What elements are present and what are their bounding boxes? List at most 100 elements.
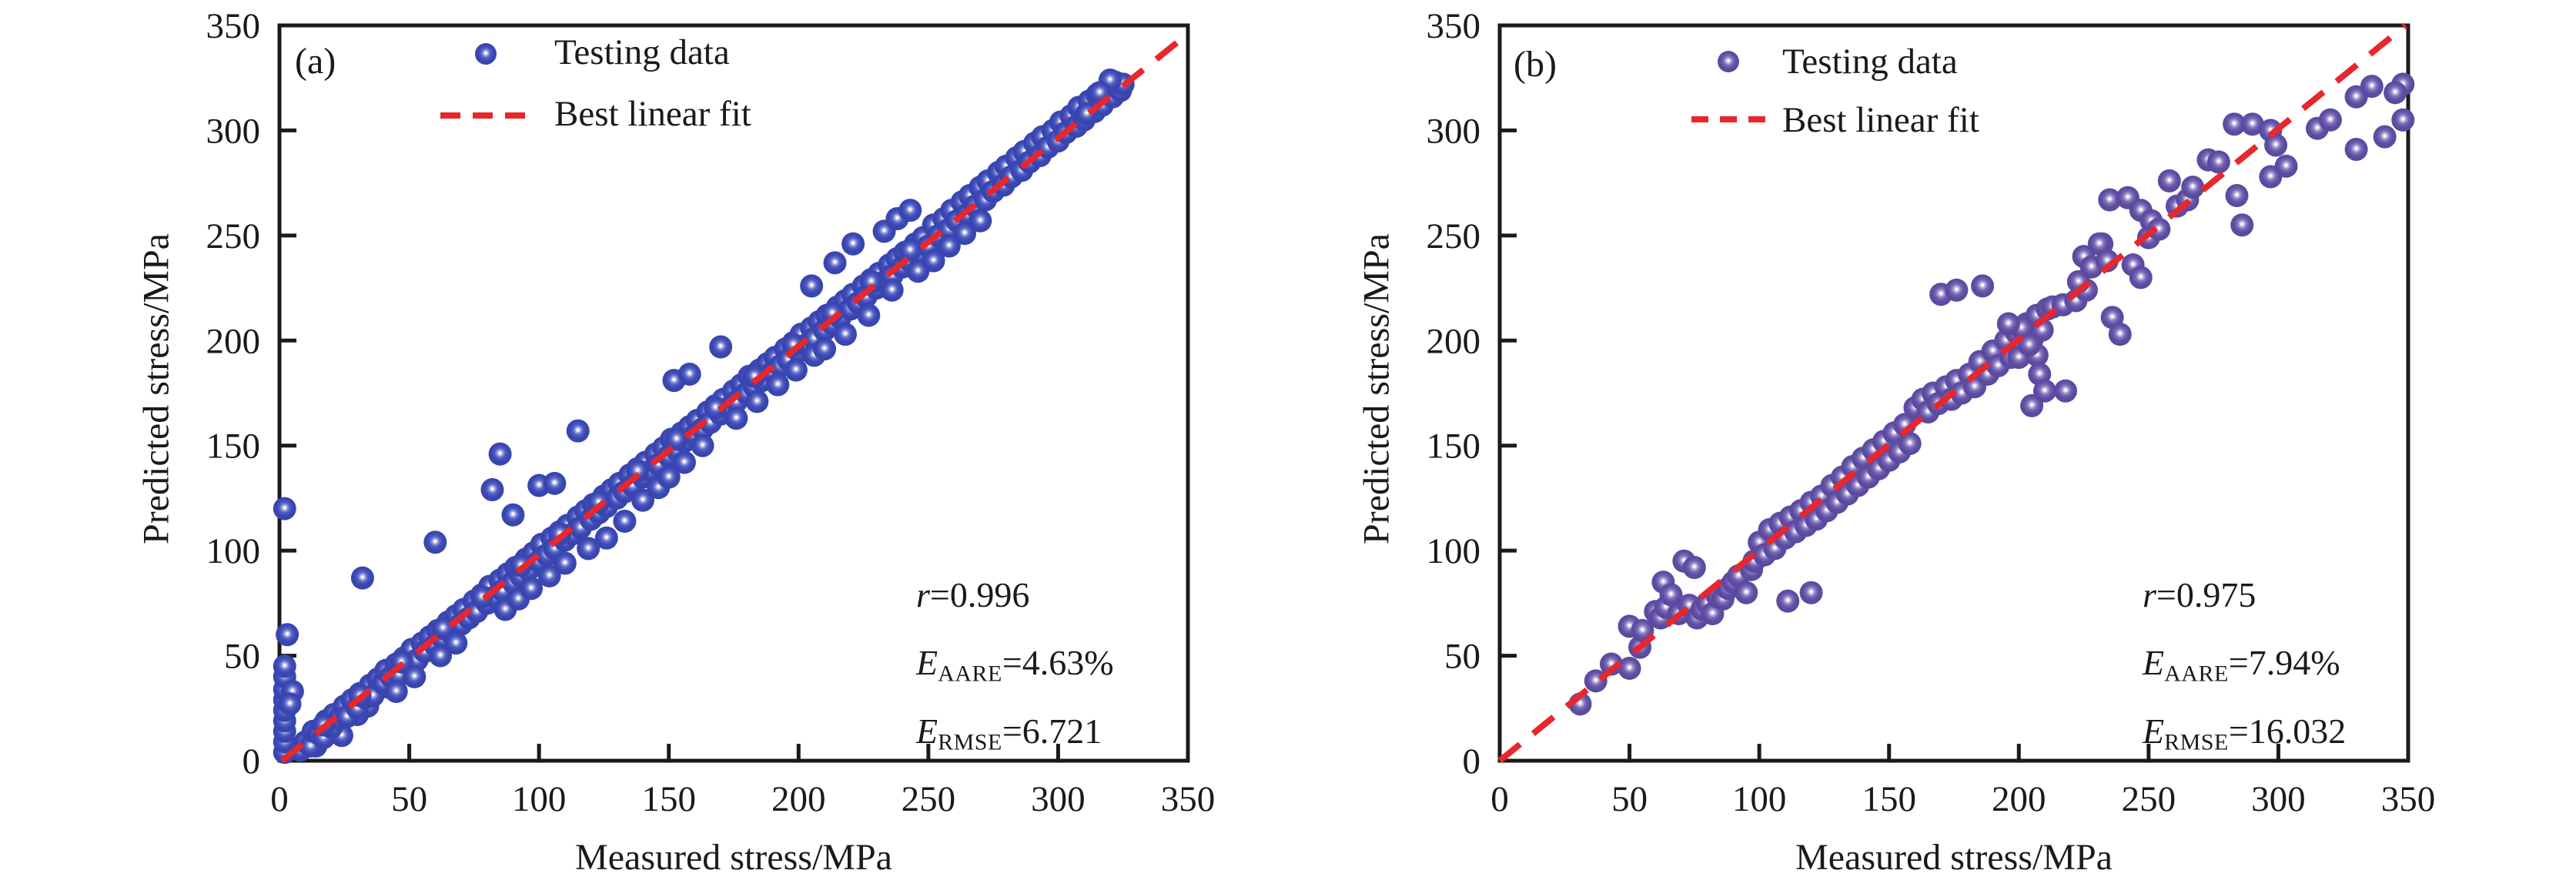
panel-b-r-value: r=0.975 [2143,575,2257,614]
data-point [672,450,696,474]
data-point [1682,555,1706,579]
data-point [709,335,733,359]
data-point [2318,108,2342,132]
data-point [1945,278,1969,302]
y-tick-label: 0 [1463,741,1481,782]
data-point [631,488,654,512]
data-point [2344,137,2368,161]
data-point [403,664,427,688]
panel-b-axes-box [1497,23,2410,763]
data-point [2360,75,2384,99]
data-point [488,442,512,466]
y-tick-label: 350 [206,6,261,46]
data-point [1618,656,1641,680]
data-point [594,526,618,550]
x-tick-label: 0 [1490,779,1509,819]
x-tick-label: 300 [2251,779,2306,819]
y-tick-label: 50 [1444,637,1480,677]
x-tick-label: 350 [2381,779,2436,819]
data-point [1776,589,1800,613]
x-tick-label: 250 [2122,779,2176,819]
data-point [520,577,544,601]
data-point [742,364,766,388]
panel-a-legend-best-fit-label: Best linear fit [554,94,751,134]
data-point [664,427,688,451]
data-point [273,654,296,678]
data-point [480,478,504,502]
data-point [2206,150,2230,174]
data-point [833,323,857,346]
data-point [657,465,681,489]
data-point [922,249,945,273]
data-point [613,509,637,533]
data-point [880,278,904,302]
data-point [745,390,769,413]
panel-a-xaxis-title: Measured stress/MPa [575,837,892,878]
data-point [2181,176,2205,199]
data-point [537,564,561,587]
x-tick-label: 350 [1161,779,1216,819]
data-point [766,373,790,397]
data-point [429,644,453,668]
data-point [953,222,977,246]
data-point [470,585,493,609]
data-point [937,234,961,258]
data-point [543,471,567,495]
y-tick-label: 200 [1427,321,1481,361]
data-point [724,407,748,430]
panel-a-stats: r=0.996 EAARE=4.63% ERMSE=6.721 [916,567,1114,771]
data-point [2098,188,2122,212]
data-point [1599,652,1623,676]
data-point [841,232,865,256]
data-point [781,333,805,356]
data-point [444,631,468,655]
data-point [821,301,845,325]
data-point [2274,154,2298,178]
panel-b-legend-testing-data-label: Testing data [1782,42,1958,82]
y-tick-label: 150 [206,427,261,467]
y-tick-label: 350 [1427,6,1481,46]
data-point [350,566,374,590]
data-point [1735,581,1758,604]
data-point [566,419,590,443]
x-tick-label: 50 [1611,779,1648,819]
x-tick-label: 50 [391,779,427,819]
panel-a-label: (a) [295,41,336,82]
data-point [2225,184,2249,208]
data-point [577,537,601,561]
data-point [2384,81,2407,105]
data-point [2264,133,2288,157]
data-point [1971,274,1995,298]
panel-b-yaxis-title: Predicted stress/MPa [1356,233,1397,544]
data-point [813,337,836,361]
panel-b-rmse-value: ERMSE=16.032 [2143,711,2347,755]
legend-marker-icon [1718,51,1739,72]
x-tick-label: 0 [270,779,289,819]
data-point [898,199,922,223]
x-tick-label: 200 [1992,779,2046,819]
data-point [1996,312,2020,336]
data-point [2373,125,2397,149]
data-point [276,623,299,647]
data-point [2129,266,2153,290]
data-point [273,497,296,520]
panel-a-legend-testing-data-label: Testing data [554,32,730,72]
y-tick-label: 250 [206,216,261,256]
data-point [859,269,883,293]
panel-a-rmse-value: ERMSE=6.721 [916,711,1102,755]
data-point [2147,217,2171,241]
data-point [677,362,701,386]
data-point [501,503,525,527]
panel-b-aare-value: EAARE=7.94% [2143,643,2340,687]
data-point [2053,379,2077,403]
y-tick-label: 150 [1427,427,1481,467]
panel-a-r-value: r=0.996 [916,575,1030,614]
data-point [278,692,302,716]
x-tick-label: 100 [1732,779,1787,819]
data-point [2157,169,2181,192]
y-tick-label: 0 [243,741,261,782]
panel-b-label: (b) [1514,44,1557,85]
data-point [784,358,808,382]
